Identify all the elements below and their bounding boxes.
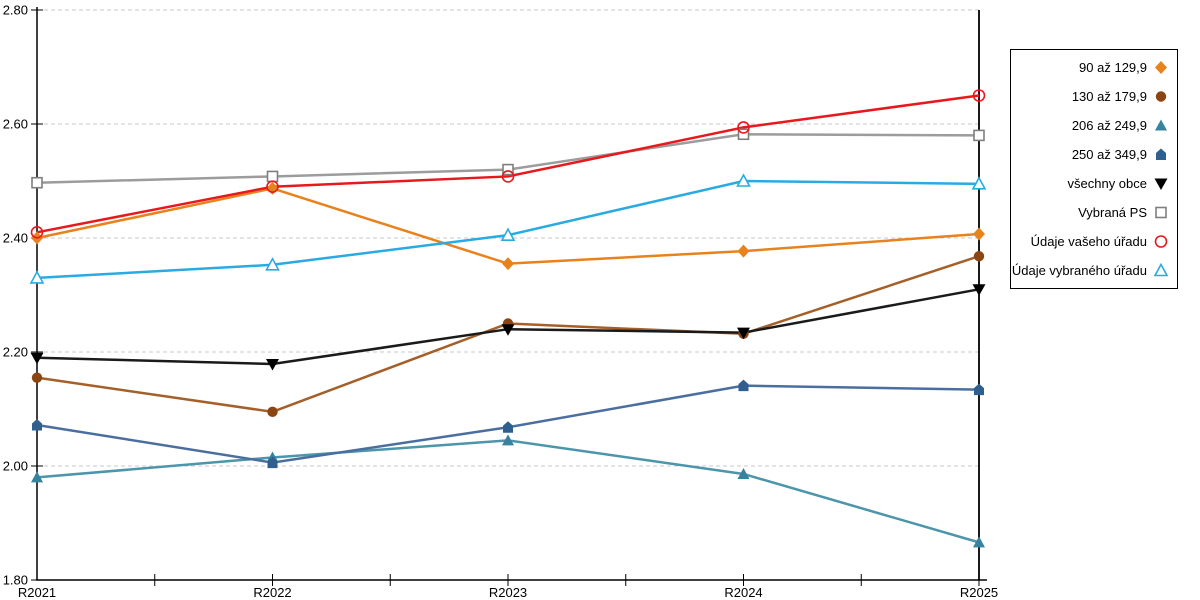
legend-marker-icon [1156,148,1166,160]
series-marker [973,129,985,142]
series-marker [1154,178,1168,190]
series-marker [266,170,279,183]
series-marker [1156,148,1166,160]
series-marker [737,467,750,479]
legend-label: 90 až 129,9 [1079,60,1147,75]
y-tick-label: 2.80 [3,3,28,18]
y-tick-label: 2.60 [3,117,28,132]
x-tick-label: R2022 [253,585,291,600]
series-line [36,187,980,265]
legend-label: 130 až 179,9 [1071,89,1147,104]
x-tick-label: R2024 [724,585,762,600]
y-tick-label: 2.20 [3,345,28,360]
series-marker [737,327,750,340]
series-marker [1155,91,1167,102]
series-marker [972,89,986,102]
legend-item: všechny obce [1019,176,1169,191]
legend-label: Údaje vašeho úřadu [1030,234,1147,249]
series-marker [266,180,279,193]
legend-marker-icon [1155,206,1167,219]
legend-item: Vybraná PS [1019,205,1169,220]
legend-label: 206 až 249,9 [1071,118,1147,133]
series-marker [974,383,984,396]
series-marker [29,270,45,284]
legend-marker-icon [1155,61,1167,74]
x-tick-label: R2023 [489,585,527,600]
series-marker [503,421,513,433]
series-marker [1155,61,1167,74]
series-marker [267,456,278,469]
legend-marker-icon [1155,91,1167,102]
legend-marker-icon [1154,178,1168,190]
series-marker [500,227,516,241]
legend-item: Údaje vybraného úřadu [1012,263,1169,278]
legend-label: Údaje vybraného úřadu [1011,263,1147,278]
series-marker [30,226,44,239]
series-marker [266,358,279,371]
series-marker [31,372,43,383]
series-marker [1155,119,1167,131]
series-marker [31,176,43,189]
series-marker [1154,235,1168,248]
y-tick-label: 2.40 [3,231,28,246]
legend-item: Údaje vašeho úřadu [1019,234,1169,249]
series-marker [267,406,278,418]
series-line [36,94,980,234]
legend-item: 206 až 249,9 [1019,118,1169,133]
legend-label: 250 až 349,9 [1071,147,1147,162]
legend-item: 90 až 129,9 [1019,60,1169,75]
series-marker [30,352,44,365]
series-marker [971,176,987,190]
series-marker [972,284,986,296]
series-marker [265,257,280,271]
legend: 90 až 129,9 130 až 179,9 206 až 249,9 250 a… [1010,49,1178,289]
series-line [36,439,980,544]
series-marker [738,379,749,392]
series-marker [1155,206,1167,219]
series-marker [737,244,750,258]
legend-marker-icon [1154,235,1168,248]
series-marker [31,471,43,483]
series-marker [502,163,514,176]
legend-item: 130 až 179,9 [1019,89,1169,104]
series-marker [736,173,751,187]
y-tick-label: 1.80 [3,573,28,588]
x-tick-label: R2025 [960,585,998,600]
legend-item: 250 až 349,9 [1019,147,1169,162]
series-marker [1153,263,1169,277]
series-marker [973,536,985,548]
series-marker [737,121,750,134]
series-marker [502,257,514,271]
y-tick-label: 2.00 [3,459,28,474]
series-marker [737,128,750,141]
series-marker [973,227,985,241]
series-marker [502,434,514,446]
x-tick-label: R2021 [18,585,56,600]
series-marker [973,251,985,262]
series-marker [501,170,515,183]
series-marker [501,324,515,336]
legend-marker-icon [1153,263,1169,277]
legend-label: Vybraná PS [1078,205,1147,220]
legend-label: všechny obce [1067,176,1148,191]
series-marker [32,418,42,431]
legend-marker-icon [1155,119,1167,131]
